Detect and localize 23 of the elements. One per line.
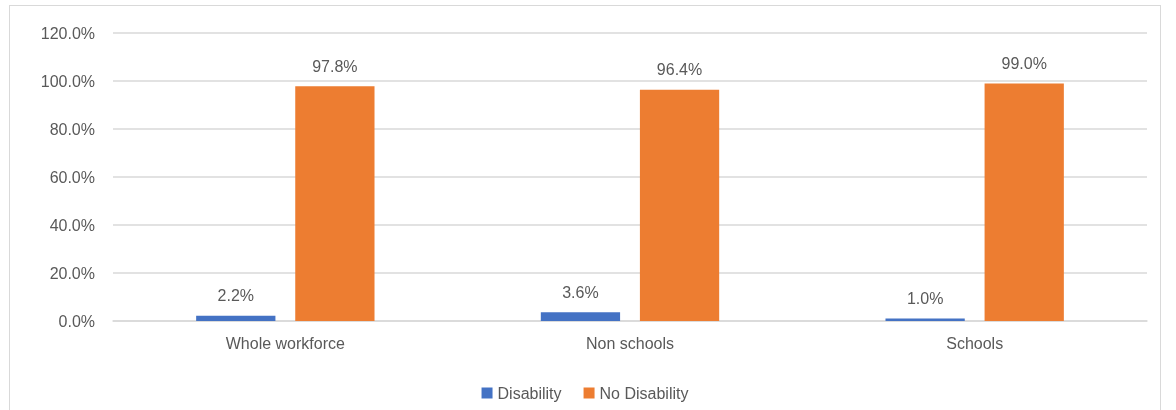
bar: [196, 315, 276, 321]
legend-label: No Disability: [599, 384, 689, 402]
data-label: 3.6%: [562, 283, 599, 301]
bar: [639, 89, 720, 321]
data-label: 96.4%: [656, 61, 703, 79]
y-tick-label: 0.0%: [58, 312, 95, 330]
y-tick-label: 40.0%: [49, 216, 95, 234]
legend-label: Disability: [497, 384, 562, 402]
y-tick-label: 100.0%: [40, 72, 95, 90]
data-label: 97.8%: [312, 57, 358, 75]
bar: [295, 86, 375, 321]
bar: [540, 312, 621, 321]
data-label: 1.0%: [906, 290, 944, 308]
x-tick-label: Schools: [946, 334, 1004, 352]
y-tick-label: 120.0%: [40, 24, 95, 42]
bar: [984, 83, 1064, 321]
y-tick-label: 60.0%: [49, 168, 95, 186]
x-tick-label: Non schools: [585, 334, 675, 352]
y-tick-label: 20.0%: [49, 264, 95, 282]
data-label: 2.2%: [217, 287, 255, 305]
y-tick-label: 80.0%: [49, 120, 95, 138]
x-tick-label: Whole workforce: [225, 334, 346, 352]
data-label: 99.0%: [1001, 54, 1047, 72]
